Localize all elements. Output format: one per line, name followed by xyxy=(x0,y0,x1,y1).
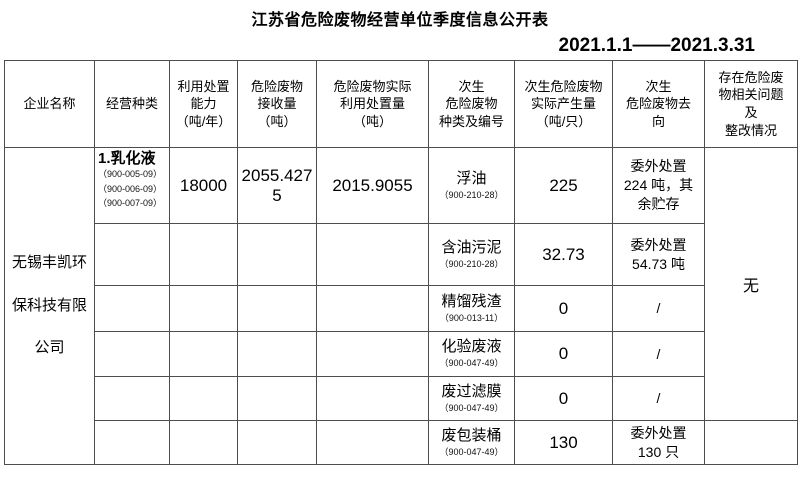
waste-name: 浮油 xyxy=(456,169,487,187)
received-amount-cell: 2055.4275 xyxy=(237,147,317,224)
secondary-amount-cell: 0 xyxy=(514,331,613,377)
business-type-code: （900-007-09） xyxy=(98,198,163,209)
header-secondary-waste-destination: 次生 危险废物去 向 xyxy=(612,60,705,148)
empty-cell xyxy=(169,285,238,332)
disposed-amount-cell: 2015.9055 xyxy=(316,147,429,224)
secondary-waste-type-cell: 浮油 （900-210-28） xyxy=(428,147,515,224)
business-type-code: （900-005-09） xyxy=(98,169,163,180)
empty-cell xyxy=(316,376,429,421)
secondary-waste-type-cell: 废过滤膜 （900-047-49） xyxy=(428,376,515,421)
company-name-cell: 无锡丰凯环 保科技有限 公司 xyxy=(4,147,95,465)
business-type-cell: 1.乳化液 （900-005-09） （900-006-09） （900-007… xyxy=(94,147,170,224)
secondary-destination-cell: / xyxy=(612,285,705,332)
issues-status-cell: 无 xyxy=(704,147,798,421)
waste-code: （900-047-49） xyxy=(439,402,504,413)
waste-name: 废包装桶 xyxy=(441,426,502,444)
waste-code: （900-047-49） xyxy=(439,446,504,457)
table-row: 含油污泥 （900-210-28） 32.73 委外处置 54.73 吨 xyxy=(5,223,798,286)
secondary-amount-cell: 0 xyxy=(514,376,613,421)
empty-cell xyxy=(237,223,317,286)
secondary-amount-cell: 0 xyxy=(514,285,613,332)
empty-cell xyxy=(316,420,429,465)
header-enterprise-name: 企业名称 xyxy=(4,60,95,148)
capacity-cell: 18000 xyxy=(169,147,238,224)
header-waste-received: 危险废物 接收量 （吨） xyxy=(237,60,317,148)
disclosure-table: 企业名称 经营种类 利用处置 能力 （吨/年） 危险废物 接收量 （吨） 危险废… xyxy=(4,60,798,465)
secondary-waste-type-cell: 废包装桶 （900-047-49） xyxy=(428,420,515,465)
empty-cell xyxy=(316,285,429,332)
header-business-type: 经营种类 xyxy=(94,60,170,148)
secondary-waste-type-cell: 含油污泥 （900-210-28） xyxy=(428,223,515,286)
empty-cell xyxy=(169,376,238,421)
empty-cell xyxy=(94,420,170,465)
page-title: 江苏省危险废物经营单位季度信息公开表 xyxy=(251,12,549,29)
secondary-destination-cell: / xyxy=(612,376,705,421)
header-secondary-waste-amount: 次生危险废物 实际产生量 （吨/只） xyxy=(514,60,613,148)
header-issues-rectification: 存在危险废 物相关问题 及 整改情况 xyxy=(704,60,798,148)
empty-cell xyxy=(169,223,238,286)
empty-cell xyxy=(94,223,170,286)
empty-cell xyxy=(237,331,317,377)
business-type-code: （900-006-09） xyxy=(98,183,163,194)
waste-code: （900-047-49） xyxy=(439,358,504,369)
secondary-destination-cell: 委外处置 130 只 xyxy=(612,420,705,465)
empty-cell xyxy=(169,331,238,377)
empty-cell xyxy=(237,420,317,465)
table-row: 精馏残渣 （900-013-11） 0 / xyxy=(5,285,798,332)
empty-cell xyxy=(237,285,317,332)
empty-cell xyxy=(704,420,798,465)
table-row: 无锡丰凯环 保科技有限 公司 1.乳化液 （900-005-09） （900-0… xyxy=(4,147,798,465)
secondary-destination-cell: / xyxy=(612,331,705,377)
date-range: 2021.1.1——2021.3.31 xyxy=(558,35,756,56)
secondary-destination-cell: 委外处置 54.73 吨 xyxy=(612,223,705,286)
empty-cell xyxy=(316,331,429,377)
table-row: 废过滤膜 （900-047-49） 0 / xyxy=(5,376,798,421)
empty-cell xyxy=(316,223,429,286)
waste-name: 精馏残渣 xyxy=(441,292,502,310)
waste-name: 含油污泥 xyxy=(441,238,502,256)
empty-cell xyxy=(94,285,170,332)
empty-cell xyxy=(169,420,238,465)
waste-code: （900-013-11） xyxy=(439,312,504,323)
table-row: 废包装桶 （900-047-49） 130 委外处置 130 只 xyxy=(5,420,798,465)
secondary-waste-type-cell: 精馏残渣 （900-013-11） xyxy=(428,285,515,332)
header-secondary-waste-type: 次生 危险废物 种类及编号 xyxy=(428,60,515,148)
business-type-name: 1.乳化液 xyxy=(98,150,156,167)
header-row: 企业名称 经营种类 利用处置 能力 （吨/年） 危险废物 接收量 （吨） 危险废… xyxy=(4,60,798,148)
empty-cell xyxy=(94,331,170,377)
secondary-amount-cell: 225 xyxy=(514,147,613,224)
header-waste-disposed: 危险废物实际 利用处置量 （吨） xyxy=(316,60,429,148)
waste-code: （900-210-28） xyxy=(439,189,504,200)
secondary-destination-cell: 委外处置 224 吨，其 余贮存 xyxy=(612,147,705,224)
secondary-amount-cell: 32.73 xyxy=(514,223,613,286)
waste-name: 废过滤膜 xyxy=(441,382,502,400)
secondary-amount-cell: 130 xyxy=(514,420,613,465)
secondary-waste-type-cell: 化验废液 （900-047-49） xyxy=(428,331,515,377)
empty-cell xyxy=(237,376,317,421)
waste-code: （900-210-28） xyxy=(439,258,504,269)
header-disposal-capacity: 利用处置 能力 （吨/年） xyxy=(169,60,238,148)
waste-name: 化验废液 xyxy=(441,338,502,356)
empty-cell xyxy=(94,376,170,421)
table-row: 化验废液 （900-047-49） 0 / xyxy=(5,331,798,377)
